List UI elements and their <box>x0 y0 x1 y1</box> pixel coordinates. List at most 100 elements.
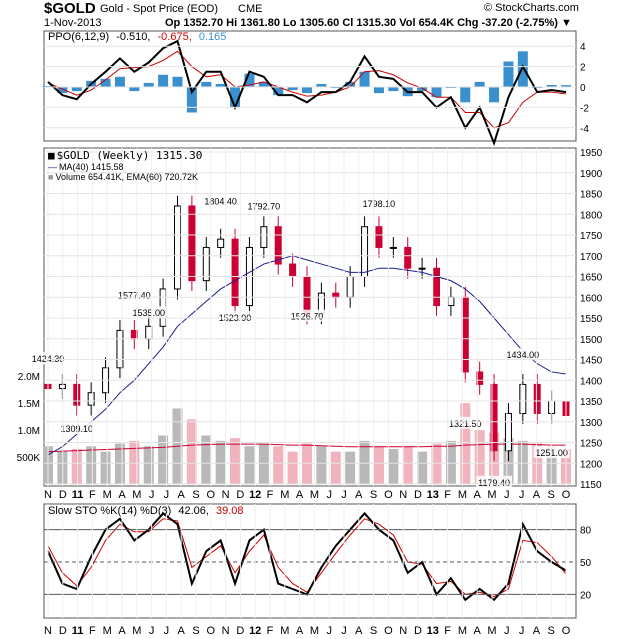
x-axis-label: M <box>103 489 112 501</box>
price-annotation-label: 1577.40 <box>118 291 151 301</box>
ppo-axis-label: -2 <box>580 103 589 114</box>
price-axis-label: 1550 <box>580 314 603 325</box>
x-axis-label: J <box>341 489 347 501</box>
ppo-histogram-bar <box>474 81 485 87</box>
x-axis-label: O <box>562 625 571 637</box>
ppo-histogram-bar <box>129 87 140 92</box>
ppo-histogram-bar <box>489 87 500 103</box>
price-axis-label: 1450 <box>580 356 603 367</box>
volume-bar <box>71 448 82 484</box>
x-axis-label: M <box>280 625 289 637</box>
x-axis-label: N <box>222 625 230 637</box>
volume-bar <box>129 440 140 484</box>
quote-date: 1-Nov-2013 <box>44 17 102 29</box>
ppo-histogram-bar <box>373 87 384 94</box>
x-axis-label: J <box>504 489 510 501</box>
price-axis-label: 1900 <box>580 169 603 180</box>
x-axis-label: A <box>296 489 304 501</box>
x-axis-label: F <box>267 489 274 501</box>
sto-layer <box>47 511 567 602</box>
x-axis-label: N <box>44 489 52 501</box>
volume-bar <box>215 440 226 484</box>
ppo-histogram-bar <box>71 87 82 92</box>
ppo-histogram-bar <box>273 87 284 96</box>
price-axis-label: 1850 <box>580 190 603 201</box>
price-candle-body <box>418 267 426 270</box>
x-axis-label: M <box>280 489 289 501</box>
ppo-signal-value: -0.675, <box>158 31 192 43</box>
ppo-histogram-bar <box>287 87 298 91</box>
axis-layer: 1950 1900 1850 1800 1750 1700 1650 1600 1550 1500… <box>17 42 603 637</box>
price-candle-body <box>231 238 239 307</box>
price-axis-label: 1950 <box>580 148 603 159</box>
sto-legend: Slow STO %K(14) %D(3) 42.06, 39.08 <box>48 505 244 517</box>
price-annotation-label: 1804.40 <box>204 196 237 206</box>
price-candle-body <box>145 325 153 340</box>
x-axis-label: J <box>164 489 170 501</box>
x-axis-label: N <box>399 625 407 637</box>
volume-bar <box>345 451 356 484</box>
price-legend-title: ■ $GOLD (Weekly) 1315.30 <box>48 149 202 162</box>
x-axis-label: S <box>548 489 555 501</box>
x-axis-label: O <box>207 625 216 637</box>
sto-axis-label: 20 <box>580 590 592 601</box>
x-axis-label: M <box>310 489 319 501</box>
volume-bar <box>359 440 370 484</box>
x-axis-label: A <box>178 489 186 501</box>
x-axis-label: F <box>444 625 451 637</box>
price-candle-body <box>188 205 196 282</box>
price-annotation-bg <box>58 421 95 434</box>
ppo-legend-label: PPO(6,12,9) <box>48 31 109 43</box>
x-axis-label: J <box>341 625 347 637</box>
ppo-histogram-bar <box>417 87 428 92</box>
sto-k-value: 42.06, <box>178 505 209 517</box>
x-axis-label: D <box>236 489 244 501</box>
price-axis-label: 1500 <box>580 335 603 346</box>
x-axis-label: 13 <box>427 625 439 637</box>
ppo-histogram-bar <box>359 71 370 87</box>
x-axis-label: A <box>533 625 541 637</box>
volume-bar <box>388 448 399 484</box>
price-annotation-label: 1179.40 <box>478 478 510 488</box>
price-axis-label: 1800 <box>580 210 603 221</box>
ppo-histogram-bar <box>546 84 557 87</box>
ppo-histogram-bar <box>388 87 399 92</box>
exchange-label: CME <box>238 3 263 15</box>
price-candle-body <box>73 383 81 406</box>
price-axis-label: 1650 <box>580 273 603 284</box>
ppo-histogram-bar <box>57 87 68 94</box>
sto-d-line <box>47 518 567 598</box>
x-axis-label: J <box>149 625 155 637</box>
price-axis-label: 1200 <box>580 459 603 470</box>
price-candle-body <box>303 276 311 315</box>
price-axis-label: 1600 <box>580 293 603 304</box>
x-axis-label: O <box>207 489 216 501</box>
volume-legend-text: Volume 654.41K, EMA(60) 720.72K <box>55 172 198 182</box>
price-axis-label: 1400 <box>580 376 603 387</box>
price-annotation-bg <box>130 306 167 319</box>
volume-bar <box>316 446 327 484</box>
price-annotation-label: 1535.00 <box>132 308 165 318</box>
ppo-histogram-bar <box>460 87 471 103</box>
ppo-histogram-bar <box>143 82 154 87</box>
x-axis-label: A <box>533 489 541 501</box>
x-axis-label: A <box>474 489 482 501</box>
volume-bar <box>330 451 341 484</box>
price-candle-body <box>174 205 181 290</box>
volume-bar <box>460 403 471 484</box>
x-axis-label: N <box>222 489 230 501</box>
x-axis-label: J <box>326 625 332 637</box>
x-axis-label: F <box>89 625 96 637</box>
watermark: © StockCharts.com <box>484 2 579 14</box>
price-candle-body <box>490 383 498 452</box>
price-candle-body <box>433 267 440 307</box>
price-axis-label: 1700 <box>580 252 603 263</box>
x-axis-label: J <box>149 489 155 501</box>
x-axis-label: 11 <box>72 489 84 501</box>
price-candle-body <box>361 226 369 277</box>
volume-bar <box>114 443 125 484</box>
price-candle-body <box>389 246 397 249</box>
x-axis-label: 13 <box>427 489 439 501</box>
x-axis-label: 11 <box>72 625 84 637</box>
volume-bar <box>417 451 428 484</box>
